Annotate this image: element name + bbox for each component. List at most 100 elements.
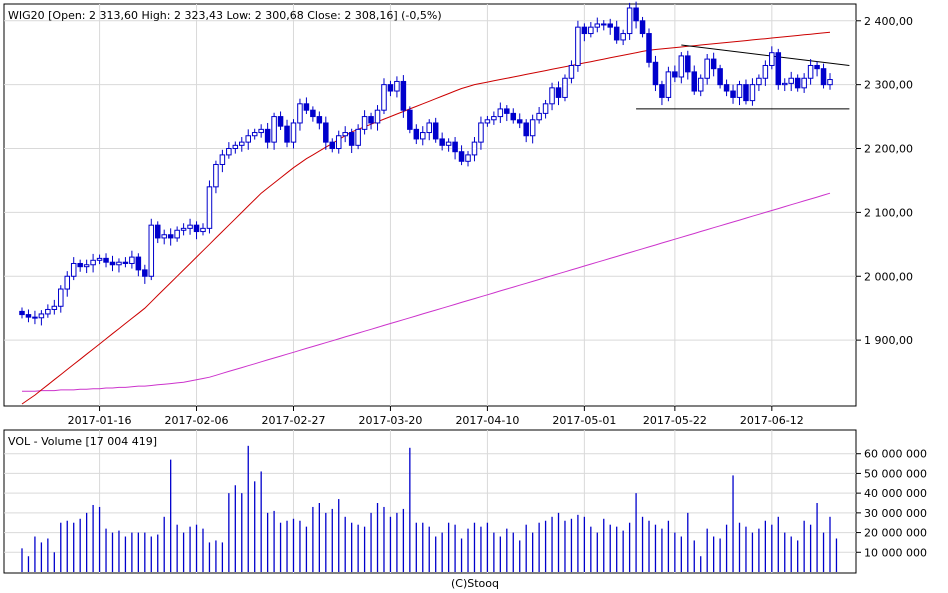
candle-body	[58, 288, 64, 307]
volume-y-tick-label: 30 000 000	[864, 507, 927, 520]
candle-body	[613, 26, 620, 41]
candle-body	[730, 90, 736, 98]
candle-body	[665, 71, 672, 98]
candle-body	[206, 186, 213, 229]
candle-body	[129, 256, 135, 264]
candle-body	[445, 141, 452, 146]
price-frame	[3, 3, 857, 407]
candle-body	[258, 128, 264, 134]
candle-body	[297, 103, 303, 124]
candle-body	[484, 119, 491, 124]
candle-body	[135, 256, 142, 271]
candle-body	[381, 84, 387, 111]
candle-body	[420, 132, 426, 140]
x-tick-label: 2017-04-10	[455, 414, 519, 427]
candle-body	[70, 262, 77, 277]
price-grid	[4, 4, 856, 406]
candle-body	[348, 132, 355, 146]
candle-body	[193, 224, 200, 233]
price-x-axis: 2017-01-16 2017-02-06 2017-02-27 2017-03-20…	[68, 406, 804, 427]
candle-body	[736, 84, 743, 98]
candle-body	[316, 116, 323, 124]
candle-body	[387, 84, 394, 92]
candle-body	[25, 314, 32, 318]
candle-body	[226, 148, 232, 156]
trendline	[681, 44, 850, 66]
candle-body	[303, 103, 310, 111]
candle-body	[568, 64, 575, 79]
candle-body	[284, 125, 290, 143]
price-y-tick-label: 2 400,00	[864, 15, 913, 28]
candle-body	[769, 52, 775, 66]
candle-body	[549, 87, 555, 105]
candle-body	[827, 79, 833, 86]
candle-body	[620, 33, 626, 41]
candle-body	[458, 151, 465, 162]
candle-body	[174, 229, 180, 239]
candle-body	[588, 26, 594, 35]
candle-body	[161, 234, 167, 239]
candle-body	[148, 224, 155, 277]
candle-body	[38, 313, 45, 319]
candle-body	[355, 128, 361, 146]
candle-body	[96, 257, 103, 261]
candle-body	[542, 103, 549, 114]
footer-credit: (C)Stooq	[451, 577, 499, 590]
candle-body	[187, 224, 193, 229]
candle-body	[749, 84, 756, 102]
price-panel: 1 900,00 2 000,00 2 100,00 2 200,00 2 300,00…	[3, 1, 913, 427]
candle-body	[478, 122, 484, 143]
volume-y-tick-label: 60 000 000	[864, 448, 927, 461]
candle-body	[626, 7, 633, 35]
candle-body	[51, 305, 58, 310]
candle-body	[659, 84, 665, 98]
candle-body	[471, 141, 478, 156]
volume-header: VOL - Volume [17 004 419]	[8, 435, 157, 448]
volume-bars	[21, 445, 838, 572]
candle-body	[103, 257, 109, 263]
candle-body	[562, 77, 568, 98]
x-tick-label: 2017-06-12	[740, 414, 804, 427]
candle-body	[807, 64, 814, 79]
candle-body	[32, 316, 38, 319]
candle-body	[678, 55, 685, 78]
x-tick-label: 2017-05-22	[643, 414, 707, 427]
candle-body	[814, 64, 820, 70]
candle-body	[781, 82, 788, 86]
candle-body	[251, 132, 258, 137]
volume-panel: 10 000 000 20 000 000 30 000 000 40 000 000…	[3, 429, 927, 574]
candle-body	[465, 154, 471, 162]
candle-body	[310, 109, 316, 118]
candle-body	[762, 64, 769, 79]
candle-body	[329, 141, 336, 150]
candle-body	[323, 122, 329, 143]
candle-body	[342, 132, 348, 137]
candle-body	[19, 310, 25, 316]
candle-body	[232, 144, 239, 150]
volume-y-tick-label: 40 000 000	[864, 487, 927, 500]
candle-body	[633, 7, 639, 22]
price-y-tick-label: 2 100,00	[864, 206, 913, 219]
candlesticks	[19, 1, 833, 326]
candle-body	[691, 71, 698, 92]
candle-body	[801, 77, 807, 89]
candle-body	[142, 269, 148, 277]
candle-body	[639, 20, 646, 35]
price-y-tick-label: 1 900,00	[864, 334, 913, 347]
candle-body	[432, 122, 439, 140]
candle-body	[710, 58, 717, 70]
candle-body	[794, 77, 801, 89]
candle-body	[116, 261, 122, 266]
ma-short-line	[21, 31, 831, 405]
ma-long-line	[22, 192, 831, 392]
volume-y-tick-label: 10 000 000	[864, 546, 927, 559]
candle-body	[704, 58, 710, 79]
volume-y-tick-label: 50 000 000	[864, 467, 927, 480]
trendlines	[636, 44, 850, 110]
candle-body	[64, 275, 71, 290]
candle-body	[788, 77, 794, 84]
candle-body	[672, 71, 678, 78]
candle-body	[516, 119, 523, 124]
candle-body	[109, 261, 116, 266]
